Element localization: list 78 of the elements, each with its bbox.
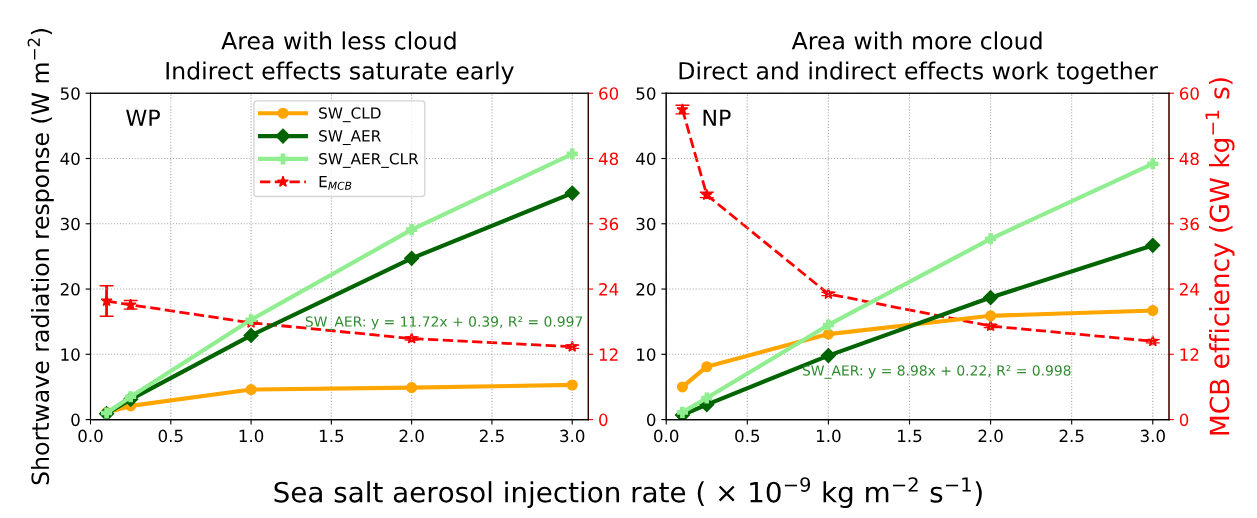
annotation: SW_AER: y = 11.72x + 0.39, R² = 0.997 — [305, 316, 583, 330]
y-tick-label: 30 — [60, 217, 80, 231]
legend-label: SW_AER — [319, 130, 381, 146]
y2-tick-label: 60 — [1179, 87, 1199, 100]
chart-title: Area with more cloud — [791, 31, 1042, 50]
y2-tick-label: 24 — [599, 283, 619, 296]
point — [700, 188, 713, 201]
point — [701, 361, 713, 373]
x-tick-label: 1.5 — [319, 429, 344, 443]
y-tick-label: 20 — [636, 283, 656, 296]
x-tick-label: 2.0 — [978, 429, 1003, 443]
x-tick-label: 2.5 — [1059, 429, 1084, 443]
y2-tick-label: 12 — [599, 348, 618, 361]
point — [985, 233, 997, 245]
x-axis-title: Sea salt aerosol injection rate ( × 10$^{−9}$ kg m$^{−2}$ s$^{−1}$) — [274, 477, 982, 509]
y2-tick-label: 0 — [1179, 413, 1189, 427]
point — [822, 328, 834, 340]
y2-tick-label: 0 — [599, 413, 608, 427]
y-tick-label: 20 — [60, 283, 80, 296]
y2-tick-label: 36 — [599, 217, 619, 231]
x-tick-label: 0.0 — [654, 429, 679, 443]
x-tick-label: 2.5 — [479, 429, 504, 443]
y-axis-title: Shortwave radiation response (W m$^{−2}$) — [27, 29, 54, 485]
y2-axis-title: MCB efficiency (GW kg$^{−1}$ s) — [1205, 78, 1235, 435]
point — [564, 185, 580, 201]
point — [1147, 158, 1159, 170]
point — [1146, 335, 1159, 347]
point — [566, 340, 579, 352]
x-tick-label: 0.0 — [78, 429, 103, 443]
annotation: NP — [703, 109, 731, 126]
x-tick-label: 1.0 — [239, 429, 264, 443]
y-tick-label: 50 — [60, 87, 80, 100]
point — [243, 327, 259, 343]
y-tick-label: 0 — [646, 413, 656, 427]
y-tick-label: 10 — [637, 348, 656, 361]
point — [676, 381, 688, 393]
point — [701, 392, 713, 404]
y-tick-label: 0 — [71, 413, 80, 427]
annotation: SW_AER: y = 8.98x + 0.22, R² = 0.998 — [802, 365, 1071, 379]
y2-tick-label: 24 — [1179, 283, 1200, 296]
annotation: WP — [126, 109, 160, 126]
y2-tick-label: 12 — [1180, 348, 1199, 361]
point — [820, 348, 836, 364]
y2-tick-label: 60 — [599, 87, 619, 100]
y2-tick-label: 48 — [598, 152, 619, 166]
point — [985, 310, 997, 322]
y2-tick-label: 36 — [1180, 217, 1199, 231]
legend-label: E$_{MCB}$ — [319, 176, 352, 190]
y-tick-label: 40 — [636, 152, 656, 166]
point — [245, 384, 257, 396]
x-tick-label: 3.0 — [560, 429, 585, 443]
point — [406, 224, 418, 236]
point — [1147, 305, 1159, 317]
x-tick-label: 0.5 — [158, 429, 183, 443]
x-tick-label: 1.5 — [898, 429, 922, 443]
point — [100, 294, 113, 307]
y2-tick-label: 48 — [1179, 152, 1199, 166]
y-tick-label: 30 — [636, 217, 656, 231]
y-tick-label: 10 — [61, 348, 80, 361]
chart-subtitle: Direct and indirect effects work together — [679, 61, 1158, 85]
x-tick-label: 3.0 — [1140, 429, 1165, 443]
point — [1145, 237, 1161, 253]
point — [822, 319, 834, 331]
chart-subtitle: Indirect effects saturate early — [166, 61, 514, 85]
point — [405, 332, 418, 344]
legend-label: SW_CLD — [319, 107, 381, 123]
chart-title: Area with less cloud — [221, 31, 456, 50]
x-tick-label: 1.0 — [816, 429, 841, 443]
point — [404, 250, 420, 266]
y-tick-label: 40 — [60, 152, 80, 166]
x-tick-label: 2.0 — [399, 429, 424, 443]
x-tick-label: 0.5 — [735, 429, 760, 443]
point — [566, 379, 578, 391]
legend-label: SW_AER_CLR — [319, 152, 419, 168]
point — [406, 382, 418, 394]
point — [566, 148, 578, 160]
point — [983, 289, 999, 306]
y-tick-label: 50 — [636, 87, 656, 100]
